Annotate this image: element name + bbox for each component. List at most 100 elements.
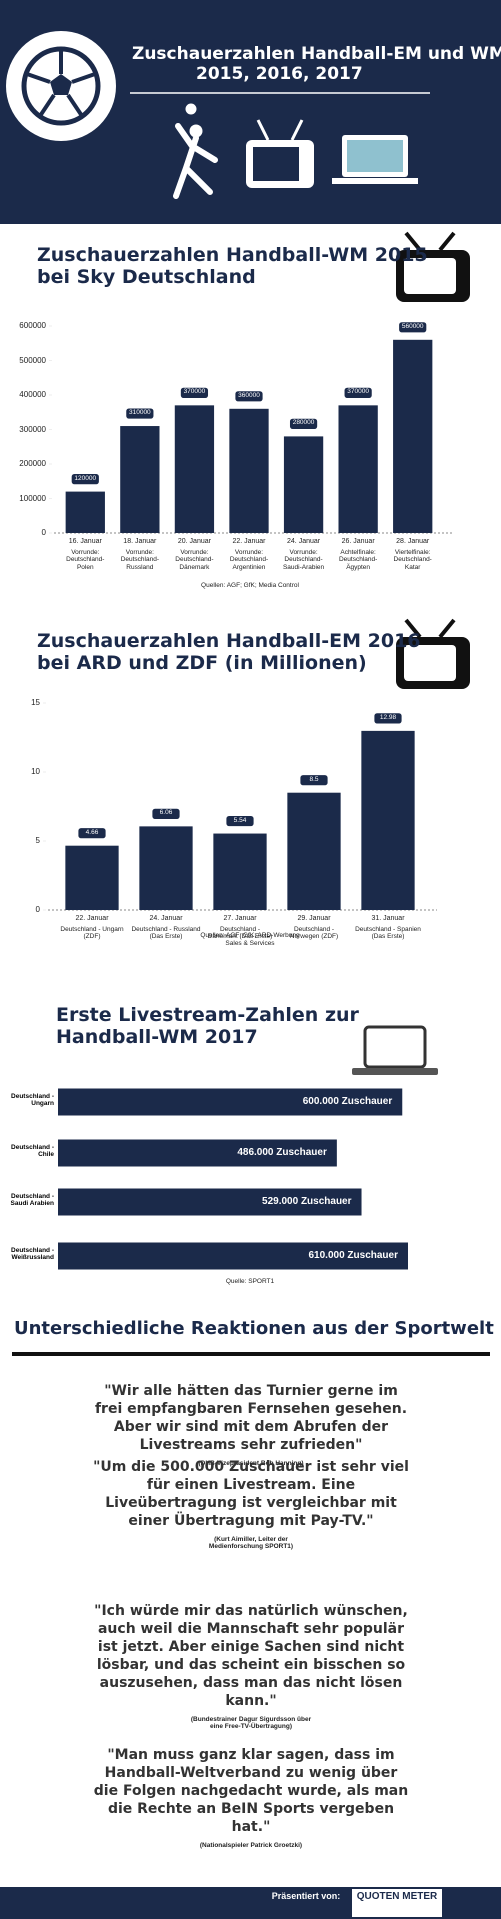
y-tick-label: 200000 xyxy=(19,459,46,468)
value-label: 8.5 xyxy=(309,775,319,783)
bar xyxy=(120,426,160,533)
category-note: Vorrunde: Deutschland-Dänemark xyxy=(175,549,214,571)
x-tick-label: 16. Januar xyxy=(68,538,102,545)
value-label-box xyxy=(151,807,181,820)
section-title: Unterschiedliche Reaktionen aus der Spor… xyxy=(14,1318,494,1339)
y-tick-label: 0 xyxy=(35,905,40,914)
bar xyxy=(361,730,415,910)
value-label: 370000 xyxy=(347,388,369,396)
chart-title: bei ARD und ZDF (in Millionen) xyxy=(37,652,367,674)
bar xyxy=(287,792,341,910)
bar xyxy=(58,1139,337,1167)
category-note: Vorrunde: Deutschland-Argentinien xyxy=(229,549,269,571)
value-label-box xyxy=(299,774,329,787)
value-label-box xyxy=(70,473,100,486)
y-tick-label: Deutschland - Weißrussland xyxy=(11,1247,54,1262)
x-tick-label: 22. Januar xyxy=(75,915,109,922)
y-tick-label: Deutschland - Ungarn xyxy=(11,1093,54,1108)
value-label-box xyxy=(289,417,318,430)
category-note: Deutschland - Russland (Das Erste) xyxy=(131,926,201,941)
x-tick-label: 24. Januar xyxy=(287,538,321,545)
x-tick-label: 18. Januar xyxy=(123,538,157,545)
bar xyxy=(229,408,269,533)
tv-icon xyxy=(246,119,314,188)
value-label: 120000 xyxy=(74,474,97,482)
bar xyxy=(65,845,119,910)
x-tick-label: 24. Januar xyxy=(149,915,183,922)
chart-title: Handball-WM 2017 xyxy=(56,1026,258,1048)
category-note: Vorrunde: Deutschland-Russland xyxy=(120,549,159,571)
value-label-box xyxy=(77,827,107,840)
y-tick-label: 0 xyxy=(41,528,46,537)
quote-text: "Ich würde mir das natürlich wünschen, a… xyxy=(94,1603,408,1709)
value-label: 370000 xyxy=(183,388,206,396)
tv-icon xyxy=(396,231,470,302)
quote-author: (Kurt Aimiller, Leiter der Medienforschu… xyxy=(208,1536,294,1550)
chart-title: Zuschauerzahlen Handball-EM 2016 xyxy=(37,630,421,652)
category-note: Vorrunde: Deutschland-Polen xyxy=(66,549,105,571)
chart-title: Zuschauerzahlen Handball-WM 2015 xyxy=(37,244,428,266)
value-label-box xyxy=(398,321,428,334)
source-note: Quellen: AGF; GfK; ARD-Werbung Sales & S… xyxy=(200,932,300,947)
bar xyxy=(58,1188,362,1216)
laptop-icon xyxy=(332,135,418,184)
y-tick-label: 600000 xyxy=(19,321,46,330)
quote-text: "Wir alle hätten das Turnier gerne im fr… xyxy=(94,1383,408,1453)
x-tick-label: 22. Januar xyxy=(232,538,266,545)
y-tick-label: Deutschland - Chile xyxy=(11,1144,54,1159)
value-label: 560000 xyxy=(401,322,424,330)
value-label: 529.000 Zuschauer xyxy=(262,1196,352,1207)
category-note: Deutschland - Norwegen (ZDF) xyxy=(289,926,339,941)
header-title: Zuschauerzahlen Handball-EM und WM xyxy=(132,44,501,64)
value-label: 600.000 Zuschauer xyxy=(302,1096,393,1107)
bar xyxy=(338,405,378,533)
footer-label: Präsentiert von: xyxy=(271,1891,341,1901)
category-note: Vorrunde: Deutschland-Saudi-Arabien xyxy=(282,549,325,571)
value-label-box xyxy=(225,815,255,827)
x-tick-label: 27. Januar xyxy=(223,915,257,922)
quote-text: "Um die 500.000 Zuschauer ist sehr viel … xyxy=(93,1459,409,1529)
x-tick-label: 29. Januar xyxy=(297,915,331,922)
y-tick-label: 500000 xyxy=(19,355,46,365)
bar xyxy=(58,1242,408,1270)
y-tick-label: 5 xyxy=(35,836,40,845)
bar xyxy=(139,826,193,910)
category-note: Deutschland - Spanien (Das Erste) xyxy=(355,926,421,941)
y-tick-label: 400000 xyxy=(19,390,46,399)
value-label: 486.000 Zuschauer xyxy=(237,1147,327,1158)
value-label: 4.66 xyxy=(85,828,99,836)
value-label: 5.54 xyxy=(233,816,247,824)
ball-icon xyxy=(6,31,116,141)
laptop-icon xyxy=(352,1025,438,1075)
bar xyxy=(58,1088,403,1116)
bar xyxy=(213,833,267,910)
y-tick-label: 300000 xyxy=(19,424,46,434)
player-icon xyxy=(173,103,218,199)
value-label-box xyxy=(125,407,155,420)
value-label: 610.000 Zuschauer xyxy=(308,1250,399,1261)
quote-text: "Man muss ganz klar sagen, dass im Handb… xyxy=(93,1747,409,1835)
chart-title: Erste Livestream-Zahlen zur xyxy=(56,1004,359,1026)
value-label-box xyxy=(343,386,373,399)
y-tick-label: Deutschland - Saudi Arabien xyxy=(10,1193,54,1208)
bar xyxy=(174,405,215,533)
quote-author: (DHB-Vizepräsident Bob Hanning) xyxy=(198,1460,304,1467)
y-tick-label: 100000 xyxy=(19,493,46,503)
category-note: Viertelfinale: Deutschland-Katar xyxy=(393,549,432,571)
footer-logo: QUOTEN METER xyxy=(356,1891,438,1902)
category-note: Deutschland - Dänemark (Das Erste) xyxy=(207,926,273,941)
value-label: 12.98 xyxy=(379,713,397,721)
y-tick-label: 10 xyxy=(31,767,40,776)
x-tick-label: 31. Januar xyxy=(371,915,405,922)
value-label: 6.06 xyxy=(159,809,173,817)
header-subtitle: 2015, 2016, 2017 xyxy=(196,64,363,84)
category-note: Deutschland - Ungarn (ZDF) xyxy=(60,926,124,941)
value-label: 360000 xyxy=(238,391,260,399)
bar xyxy=(393,339,433,533)
value-label-box xyxy=(234,390,264,403)
value-label-box xyxy=(180,386,209,399)
x-tick-label: 28. Januar xyxy=(396,538,430,545)
